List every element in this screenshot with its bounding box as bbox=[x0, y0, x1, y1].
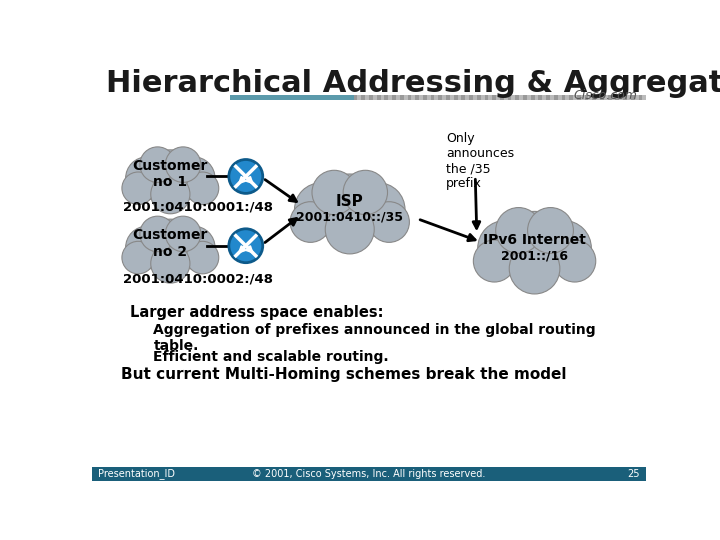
Text: 2001::/16: 2001::/16 bbox=[501, 249, 568, 262]
Bar bbox=[442, 95, 446, 100]
Text: Aggregation of prefixes announced in the global routing
table.: Aggregation of prefixes announced in the… bbox=[153, 323, 596, 353]
Text: 25: 25 bbox=[628, 469, 640, 478]
Bar bbox=[377, 95, 381, 100]
Text: Only
announces
the /35
prefix: Only announces the /35 prefix bbox=[446, 132, 514, 190]
Bar bbox=[588, 95, 593, 100]
Bar bbox=[550, 95, 554, 100]
Bar bbox=[427, 95, 431, 100]
Bar bbox=[565, 95, 570, 100]
Bar bbox=[404, 95, 408, 100]
Bar bbox=[481, 95, 485, 100]
Bar bbox=[392, 95, 396, 100]
Text: Efficient and scalable routing.: Efficient and scalable routing. bbox=[153, 350, 389, 364]
Bar bbox=[92, 467, 647, 481]
Bar bbox=[558, 95, 562, 100]
Bar bbox=[454, 95, 457, 100]
Text: IPv6 Internet: IPv6 Internet bbox=[483, 233, 586, 247]
Bar bbox=[488, 95, 492, 100]
Bar bbox=[623, 95, 627, 100]
Text: Presentation_ID: Presentation_ID bbox=[98, 468, 175, 479]
Bar bbox=[631, 95, 634, 100]
Bar bbox=[396, 95, 400, 100]
Bar bbox=[465, 95, 469, 100]
Text: ISP: ISP bbox=[336, 194, 364, 210]
Bar bbox=[642, 95, 647, 100]
Bar bbox=[604, 95, 608, 100]
Bar bbox=[554, 95, 558, 100]
Bar bbox=[369, 95, 373, 100]
Bar bbox=[419, 95, 423, 100]
Bar bbox=[477, 95, 481, 100]
Bar bbox=[539, 95, 542, 100]
Bar bbox=[508, 95, 511, 100]
Bar bbox=[415, 95, 419, 100]
Bar bbox=[408, 95, 411, 100]
Text: 2001:0410::/35: 2001:0410::/35 bbox=[296, 211, 403, 224]
Bar bbox=[496, 95, 500, 100]
Bar bbox=[423, 95, 427, 100]
Text: © 2001, Cisco Systems, Inc. All rights reserved.: © 2001, Cisco Systems, Inc. All rights r… bbox=[252, 469, 486, 478]
Bar bbox=[585, 95, 588, 100]
Bar bbox=[600, 95, 604, 100]
Text: 2001:0410:0001:/48: 2001:0410:0001:/48 bbox=[122, 201, 273, 214]
Bar bbox=[365, 95, 369, 100]
Bar bbox=[446, 95, 450, 100]
Bar bbox=[500, 95, 504, 100]
Bar bbox=[627, 95, 631, 100]
Bar bbox=[608, 95, 611, 100]
Bar bbox=[577, 95, 581, 100]
Bar bbox=[570, 95, 573, 100]
Bar bbox=[388, 95, 392, 100]
Text: Customer
no 1: Customer no 1 bbox=[132, 159, 208, 189]
Circle shape bbox=[229, 229, 263, 262]
Bar bbox=[354, 95, 357, 100]
Bar bbox=[485, 95, 488, 100]
Bar bbox=[639, 95, 642, 100]
Bar bbox=[511, 95, 516, 100]
Bar bbox=[634, 95, 639, 100]
Bar bbox=[593, 95, 596, 100]
Bar bbox=[527, 95, 531, 100]
Bar bbox=[492, 95, 496, 100]
Bar bbox=[596, 95, 600, 100]
Bar bbox=[462, 95, 465, 100]
Text: 2001:0410:0002:/48: 2001:0410:0002:/48 bbox=[122, 272, 273, 285]
Bar bbox=[519, 95, 523, 100]
Bar bbox=[523, 95, 527, 100]
Text: But current Multi-Homing schemes break the model: But current Multi-Homing schemes break t… bbox=[121, 367, 567, 382]
Bar bbox=[616, 95, 619, 100]
Bar bbox=[546, 95, 550, 100]
Text: Cisco.com: Cisco.com bbox=[573, 89, 637, 102]
Bar bbox=[581, 95, 585, 100]
Bar bbox=[504, 95, 508, 100]
Text: Larger address space enables:: Larger address space enables: bbox=[130, 305, 384, 320]
Text: Customer
no 2: Customer no 2 bbox=[132, 228, 208, 259]
Text: Hierarchical Addressing & Aggregation: Hierarchical Addressing & Aggregation bbox=[106, 69, 720, 98]
Bar bbox=[457, 95, 462, 100]
Bar bbox=[438, 95, 442, 100]
Bar bbox=[373, 95, 377, 100]
Bar bbox=[361, 95, 365, 100]
Bar bbox=[230, 95, 354, 100]
Bar bbox=[411, 95, 415, 100]
Bar bbox=[469, 95, 473, 100]
Bar bbox=[611, 95, 616, 100]
Bar bbox=[542, 95, 546, 100]
Circle shape bbox=[229, 159, 263, 193]
Bar bbox=[450, 95, 454, 100]
Bar bbox=[573, 95, 577, 100]
Bar bbox=[562, 95, 565, 100]
Bar bbox=[473, 95, 477, 100]
Bar bbox=[516, 95, 519, 100]
Bar bbox=[381, 95, 384, 100]
Bar bbox=[431, 95, 434, 100]
Bar bbox=[619, 95, 623, 100]
Bar bbox=[434, 95, 438, 100]
Bar bbox=[534, 95, 539, 100]
Bar bbox=[384, 95, 388, 100]
Bar bbox=[357, 95, 361, 100]
Bar bbox=[531, 95, 534, 100]
Bar bbox=[400, 95, 404, 100]
